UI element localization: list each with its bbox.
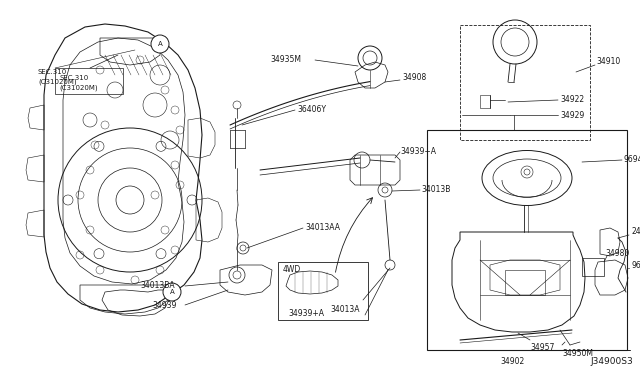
Text: 34957: 34957 [530,343,554,353]
Circle shape [163,283,181,301]
Text: 96940Y: 96940Y [624,155,640,164]
Text: 34013A: 34013A [330,305,360,314]
Text: 34902: 34902 [500,357,524,366]
Text: 34910: 34910 [596,58,620,67]
Text: (C31020M): (C31020M) [38,79,77,85]
Text: 34929: 34929 [560,110,584,119]
Bar [427,130,627,350]
Bar [505,270,545,295]
Text: SEC.310: SEC.310 [38,69,67,75]
Bar [55,68,123,94]
Text: 34013B: 34013B [421,186,451,195]
Text: 34950M: 34950M [562,349,593,357]
Text: 4WD: 4WD [283,266,301,275]
Circle shape [151,35,169,53]
Text: 36406Y: 36406Y [297,106,326,115]
Text: 34939+A: 34939+A [288,308,324,317]
Text: 34980: 34980 [605,250,629,259]
Text: (C31020M): (C31020M) [59,85,98,91]
Text: J34900S3: J34900S3 [590,357,633,366]
Text: 34939: 34939 [152,301,177,310]
Bar [460,25,590,140]
Text: A: A [170,289,174,295]
Text: 34939+A: 34939+A [400,148,436,157]
Text: 34935M: 34935M [270,55,301,64]
Bar [582,258,604,276]
Text: 24341Y: 24341Y [631,228,640,237]
Text: SEC.310: SEC.310 [59,75,88,81]
Text: 34013AA: 34013AA [305,224,340,232]
Text: A: A [157,41,163,47]
Text: 96944Y: 96944Y [631,260,640,269]
Text: 34922: 34922 [560,96,584,105]
Text: 34908: 34908 [402,74,426,83]
Bar [278,262,368,320]
Text: 34013BA: 34013BA [140,282,175,291]
